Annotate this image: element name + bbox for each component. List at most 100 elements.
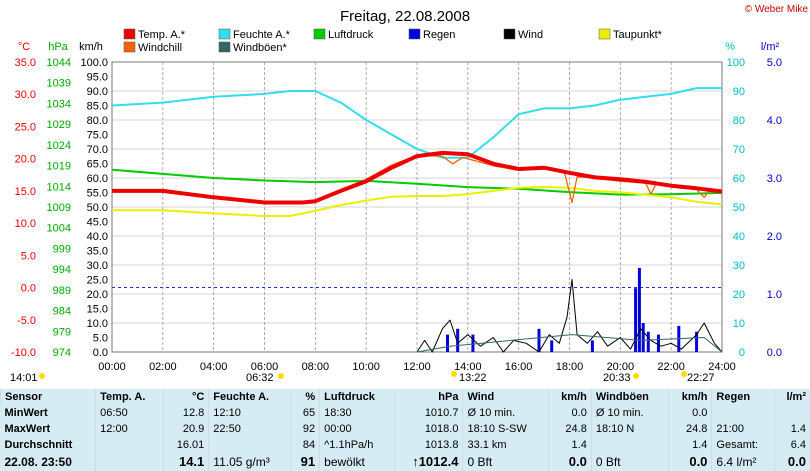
weather-chart: Freitag, 22.08.2008 © Weber Mike Temp. A… — [10, 4, 808, 384]
summary-header-cell: °C — [162, 389, 209, 405]
summary-row: Durchschnitt 16.01 84 ^1.1hPa/h 1013.8 33.1 k… — [1, 436, 810, 453]
pressure-tick: 1044 — [47, 57, 71, 69]
wind-tick: 10.0 — [87, 318, 108, 330]
summary-header-cell: km/h — [668, 389, 712, 405]
legend-swatch — [123, 41, 136, 53]
summary-cell: 20.9 — [162, 420, 209, 437]
summary-header-cell: km/h — [547, 389, 592, 405]
summary-cell: 0.0 — [547, 452, 592, 471]
axis-title-temp: °C — [18, 41, 30, 53]
rain-bar — [637, 267, 641, 352]
series-line — [111, 87, 722, 159]
summary-cell: 1.4 — [774, 420, 810, 437]
axis-title-rain: l/m² — [761, 41, 780, 53]
sun-icon — [681, 371, 687, 377]
summary-cell: 1010.7 — [393, 404, 463, 421]
rain-bar — [446, 334, 449, 352]
temp-tick: 10.0 — [15, 218, 36, 230]
summary-row-label: MaxWert — [4, 422, 51, 435]
wind-tick: 5.0 — [93, 333, 108, 345]
rain-bar — [471, 334, 475, 352]
humidity-tick: 90 — [733, 86, 745, 98]
wind-tick: 35.0 — [87, 246, 108, 258]
summary-cell: 24.8 — [668, 420, 712, 437]
wind-tick: 60.0 — [87, 173, 108, 185]
grid — [111, 61, 723, 353]
pressure-tick: 1029 — [47, 119, 71, 131]
temp-tick: 30.0 — [15, 89, 36, 101]
wind-tick: 15.0 — [87, 304, 108, 316]
summary-cell: 12:00 — [95, 420, 164, 437]
summary-header-cell: hPa — [393, 389, 463, 405]
rain-bar — [656, 334, 660, 352]
humidity-tick: 0 — [739, 347, 745, 359]
summary-cell: ↑1012.4 — [393, 452, 463, 471]
summary-cell: 0 Bft — [590, 452, 669, 471]
humidity-tick: 80 — [733, 115, 745, 127]
legend-label: Luftdruck — [328, 29, 374, 41]
summary-header-cell: l/m² — [774, 389, 810, 405]
wind-tick: 90.0 — [87, 86, 108, 98]
summary-cell: 1018.0 — [393, 420, 463, 437]
summary-header-cell: Luftdruck — [319, 389, 395, 405]
rain-bar — [537, 328, 541, 352]
legend-label: Feuchte A.* — [233, 29, 291, 41]
summary-header-cell: Regen — [711, 389, 775, 405]
temp-tick: 35.0 — [15, 57, 36, 69]
summary-cell — [774, 404, 810, 421]
rain-bar — [641, 323, 645, 352]
summary-cell: 6.4 l/m² — [711, 452, 775, 471]
sun-icon — [278, 373, 284, 379]
humidity-tick: 100 — [727, 57, 745, 69]
legend-label: Taupunkt* — [613, 29, 663, 41]
summary-cell: 18:10 S-SW — [462, 420, 549, 437]
pressure-tick: 1039 — [47, 78, 71, 90]
series-line — [111, 168, 723, 196]
summary-cell: 91 — [289, 452, 320, 471]
x-tick: 08:00 — [302, 361, 330, 373]
summary-cell — [590, 436, 669, 453]
wind-tick: 45.0 — [87, 217, 108, 229]
summary-cell: Ø 10 min. — [590, 404, 669, 421]
temp-tick: 5.0 — [21, 250, 36, 262]
sun-time-label: 13:22 — [459, 372, 487, 384]
x-tick: 14:00 — [454, 361, 482, 373]
pressure-tick: 1034 — [47, 98, 71, 110]
wind-tick: 40.0 — [87, 231, 108, 243]
summary-cell: 12:10 — [208, 404, 291, 421]
x-tick: 02:00 — [149, 361, 177, 373]
summary-cell: 06:50 — [95, 404, 164, 421]
temp-tick: -5.0 — [17, 315, 36, 327]
summary-cell — [95, 436, 164, 453]
pressure-tick: 1004 — [47, 223, 71, 235]
summary-cell: 0.0 — [668, 404, 712, 421]
rain-bar — [695, 331, 699, 352]
pressure-tick: 979 — [53, 326, 71, 338]
series-line — [112, 150, 723, 205]
summary-cell: 1013.8 — [393, 436, 463, 453]
x-tick: 16:00 — [505, 361, 533, 373]
legend-swatch — [123, 28, 136, 40]
summary-header-row: Sensor Temp. A. °C Feuchte A.% Luftdruck hPa W… — [0, 389, 810, 405]
legend-label: Temp. A.* — [138, 29, 186, 41]
summary-cell: 84 — [289, 436, 320, 453]
humidity-tick: 40 — [733, 231, 745, 243]
summary-header-cell: Wind — [462, 389, 549, 405]
rain-tick: 1.0 — [767, 289, 782, 301]
pressure-tick: 1014 — [47, 181, 71, 193]
humidity-tick: 10 — [733, 318, 745, 330]
summary-row-label: MinWert — [4, 406, 48, 419]
summary-cell: Gesamt: — [711, 436, 775, 453]
pressure-tick: 1019 — [47, 161, 71, 173]
rain-bar — [456, 328, 460, 352]
sun-time-label: 06:32 — [246, 372, 274, 384]
legend-swatch — [408, 28, 421, 40]
legend-swatch — [598, 28, 611, 40]
axis-title-wind: km/h — [79, 41, 103, 53]
pressure-tick: 994 — [53, 264, 71, 276]
summary-header-cell: Sensor — [0, 389, 96, 405]
legend-swatch — [503, 28, 516, 40]
temp-tick: 25.0 — [15, 121, 36, 133]
sun-time-label: 22:27 — [687, 372, 715, 384]
humidity-tick: 50 — [733, 202, 745, 214]
